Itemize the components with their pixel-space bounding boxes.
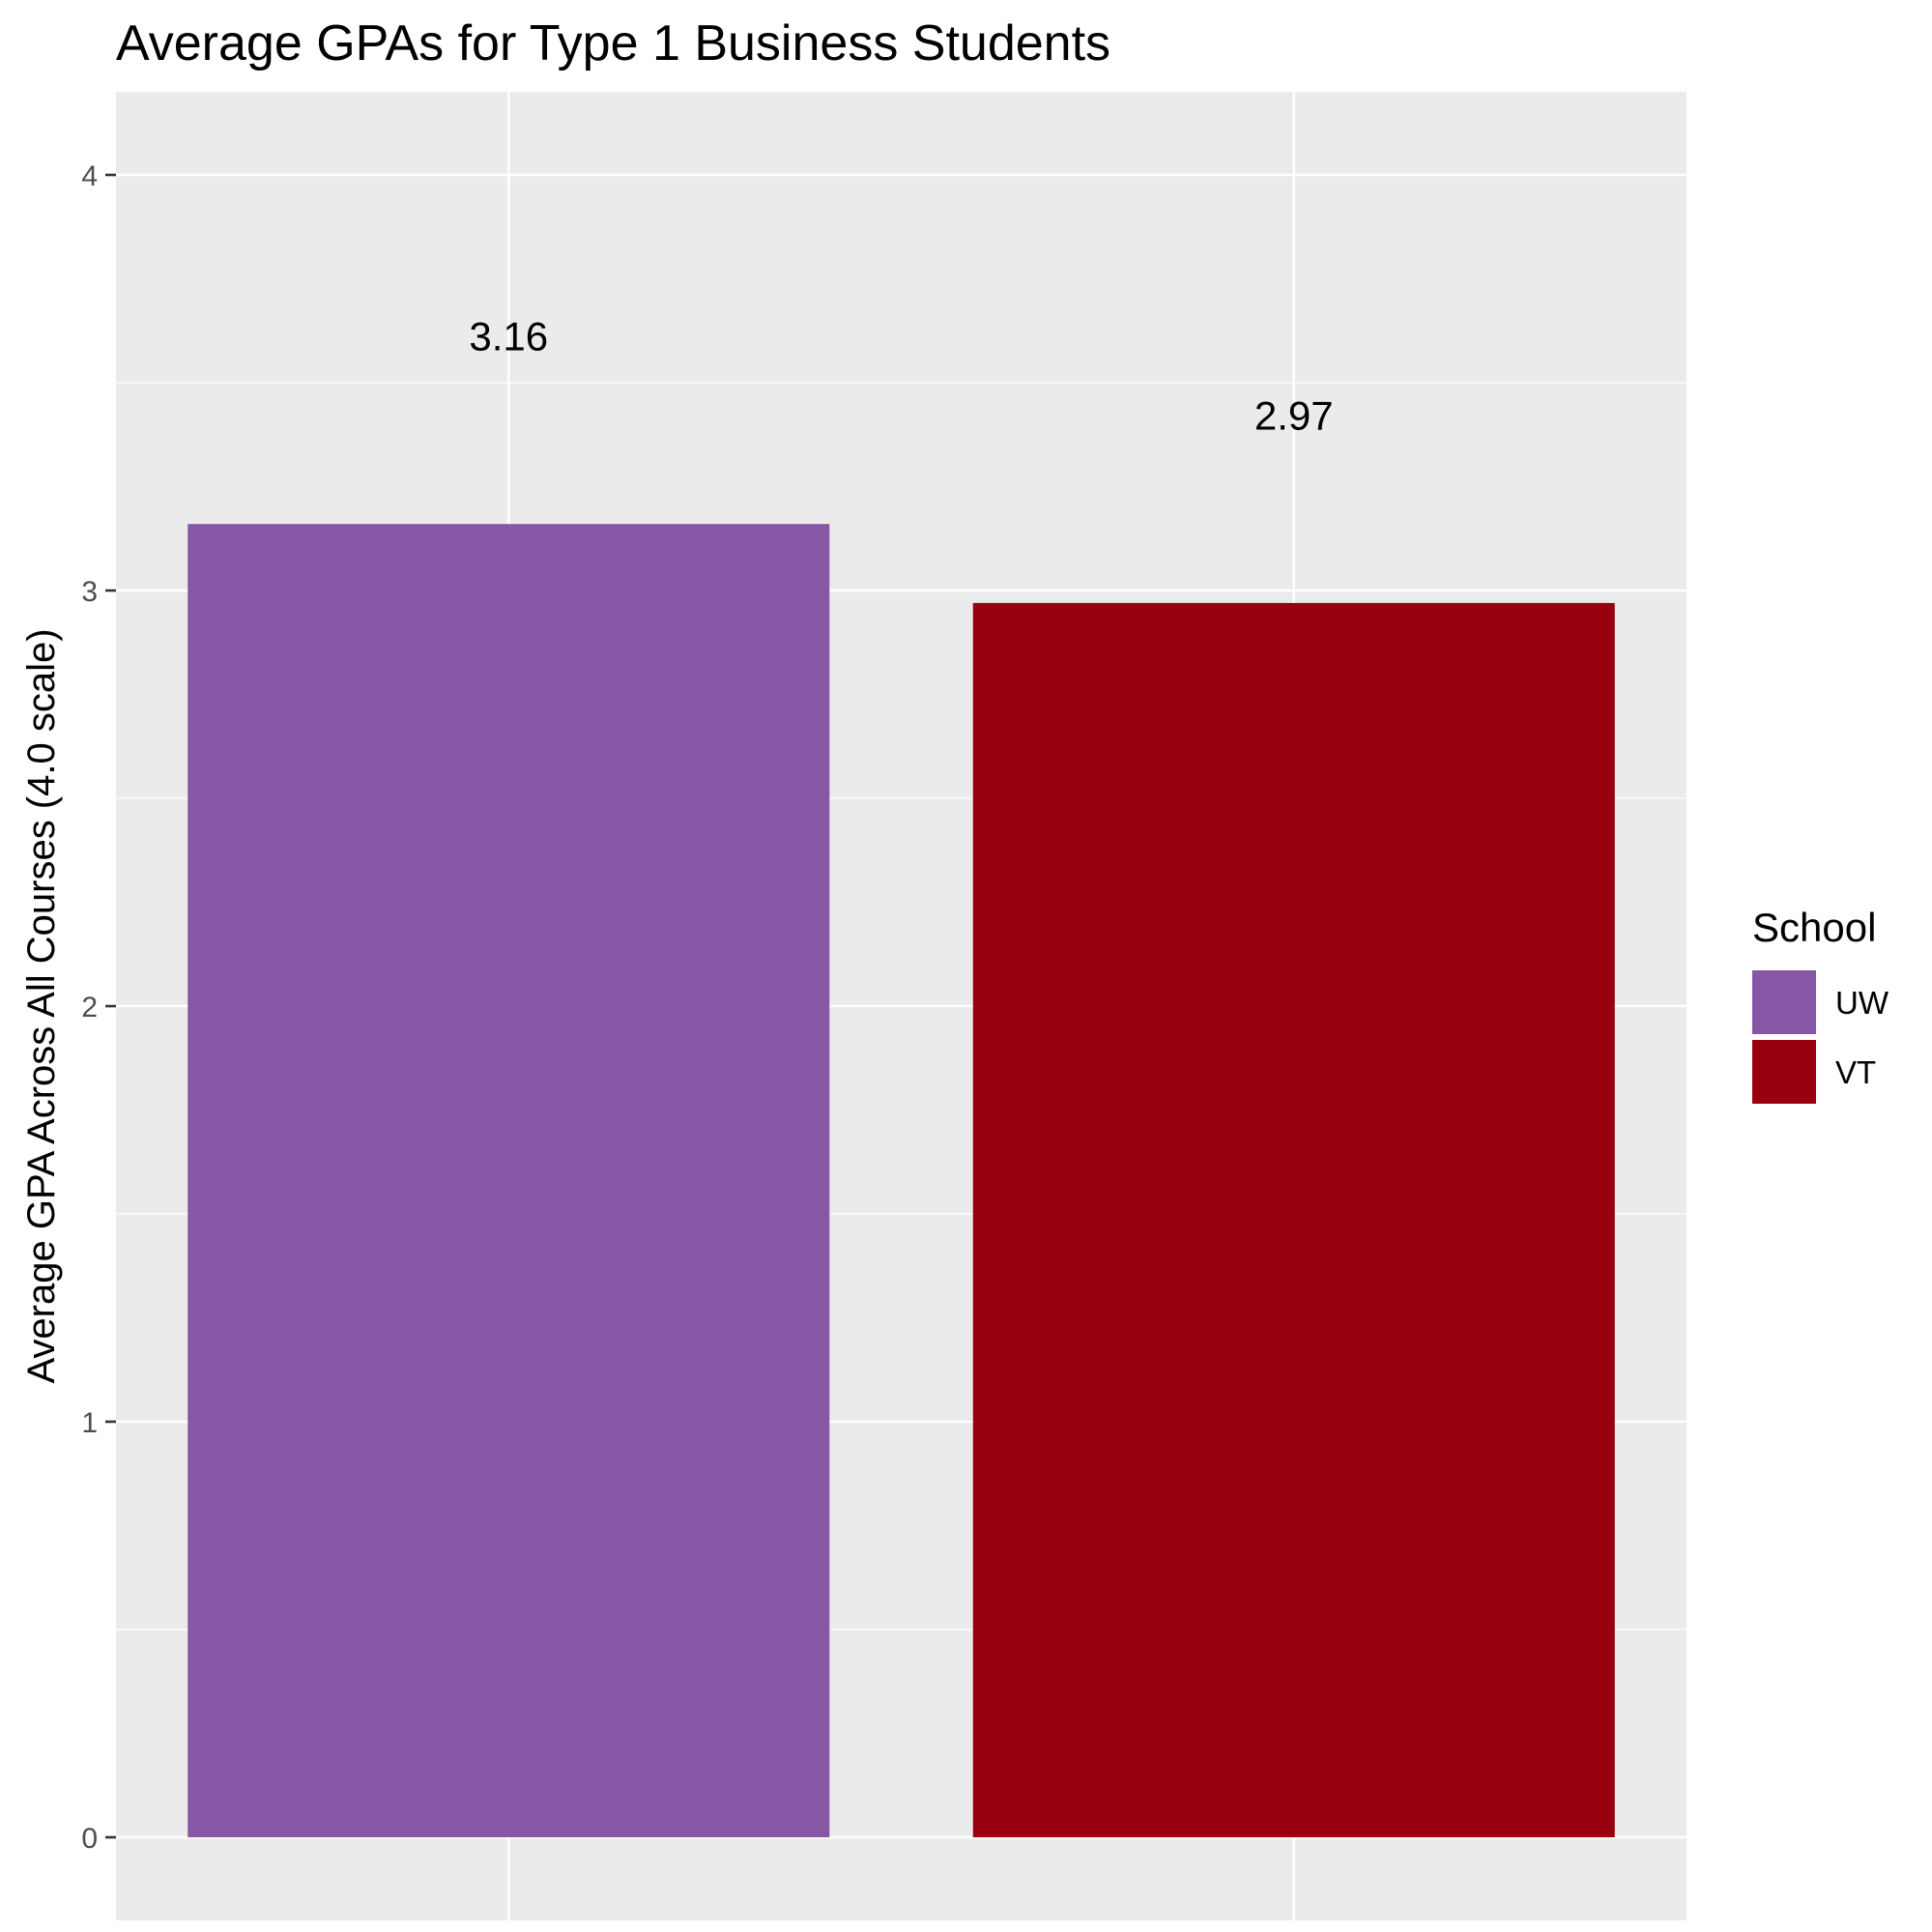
y-tick-label: 0	[81, 1823, 98, 1855]
legend-label-uw: UW	[1835, 985, 1889, 1021]
legend: School UW VT	[1752, 905, 1889, 1104]
y-tick-label: 1	[81, 1407, 98, 1439]
legend-title: School	[1752, 905, 1876, 950]
value-labels: 3.16 2.97	[469, 314, 1333, 439]
y-tick-label: 4	[81, 160, 98, 192]
legend-key-uw	[1752, 970, 1816, 1034]
value-label-uw: 3.16	[469, 314, 548, 360]
value-label-vt: 2.97	[1254, 392, 1334, 438]
bars	[187, 524, 1615, 1838]
y-tick-label: 3	[81, 576, 98, 608]
bar-vt	[972, 602, 1615, 1837]
legend-label-vt: VT	[1835, 1054, 1876, 1090]
y-axis: 0 1 2 3 4	[81, 160, 116, 1855]
y-tick-label: 2	[81, 992, 98, 1024]
legend-entries: UW VT	[1752, 970, 1889, 1104]
chart-title: Average GPAs for Type 1 Business Student…	[116, 15, 1110, 72]
y-axis-title: Average GPA Across All Courses (4.0 scal…	[20, 628, 63, 1383]
legend-key-vt	[1752, 1040, 1816, 1104]
bar-uw	[187, 524, 830, 1838]
